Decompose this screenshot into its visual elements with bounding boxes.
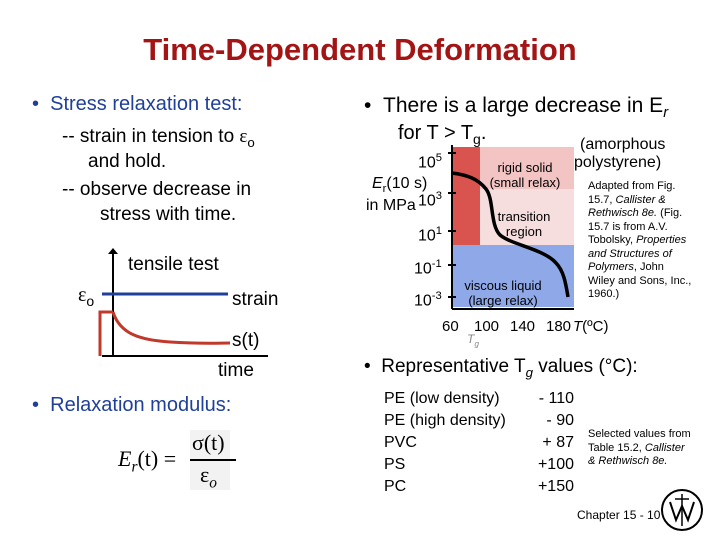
page-title: Time-Dependent Deformation — [143, 32, 577, 67]
tg-row: PE (low density) - 110 — [384, 390, 574, 407]
formula-fraction-bar — [190, 459, 236, 461]
y-axis-label-1: Er(10 s) — [372, 175, 428, 196]
tg-row: PC +150 — [384, 478, 574, 495]
formula-denominator: εo — [200, 462, 217, 492]
tg-table: PE (low density) - 110 PE (high density) -… — [384, 388, 574, 498]
y-tick-1e1: 101 — [418, 225, 443, 245]
transition-region-shade — [480, 189, 574, 245]
tg-row: PE (high density) - 90 — [384, 412, 574, 429]
tg-row: PVC + 87 — [384, 434, 574, 451]
hold-line: and hold. — [88, 151, 167, 172]
viscous-liquid-label: viscous liquid (large relax) — [464, 278, 542, 308]
transition-region-label: transition region — [497, 209, 551, 239]
x-tick-100: 100 — [474, 318, 500, 335]
stress-label: s(t) — [232, 330, 260, 351]
bullet-stress-relaxation: • Stress relaxation test: — [32, 93, 243, 115]
rigid-solid-label: rigid solid (small relax) — [489, 160, 561, 190]
observe-line: -- observe decrease in — [62, 179, 252, 200]
tensile-test-label: tensile test — [128, 254, 219, 275]
selected-caption: Selected values from Table 15.2, Callist… — [588, 428, 691, 467]
strain-line: -- strain in tension to εo — [62, 126, 255, 150]
for-t-gt-tg: for T > Tg. — [398, 122, 487, 147]
x-tick-140: 140 — [510, 318, 536, 335]
y-tick-1e5: 105 — [418, 152, 443, 172]
amorphous-label-2: polystyrene) — [574, 154, 662, 171]
modulus-temperature-graph — [448, 145, 574, 310]
y-axis-arrow — [108, 248, 118, 254]
amorphous-label-1: (amorphous — [580, 136, 666, 153]
y-tick-1e3: 103 — [418, 190, 443, 210]
stress-step — [98, 310, 113, 356]
eps0-label: εo — [78, 284, 95, 309]
x-tick-60: 60 — [442, 318, 459, 335]
formula-numerator: σ(t) — [192, 430, 225, 455]
bullet-relaxation-modulus: • Relaxation modulus: — [32, 394, 232, 416]
time-label: time — [218, 360, 254, 381]
stress-time-line: stress with time. — [100, 204, 237, 225]
y-axis-label-3: in MPa — [366, 197, 416, 214]
tg-marker: Tg — [467, 332, 480, 349]
stress-decay-curve — [111, 311, 231, 345]
bullet-representative-tg: • Representative Tg values (°C): — [364, 356, 638, 380]
formula-lhs: Er(t) = — [118, 446, 177, 476]
viscous-region — [452, 245, 574, 307]
x-axis-label: T(ºC) — [573, 318, 609, 335]
wiley-logo-icon — [661, 489, 703, 531]
y-tick-1e-3: 10-3 — [414, 290, 442, 310]
relaxation-mini-graph — [98, 248, 268, 357]
x-tick-180: 180 — [546, 318, 572, 335]
tg-row: PS +100 — [384, 456, 574, 473]
adapted-caption: Adapted from Fig. 15.7, Callister & Reth… — [588, 180, 692, 300]
footer-chapter: Chapter 15 - 10 — [577, 508, 661, 522]
modulus-curve — [451, 171, 570, 298]
bullet-large-decrease: • There is a large decrease in Er — [364, 94, 669, 122]
y-tick-1e-1: 10-1 — [414, 258, 442, 278]
rigid-region — [480, 147, 574, 189]
strain-label: strain — [232, 289, 279, 310]
